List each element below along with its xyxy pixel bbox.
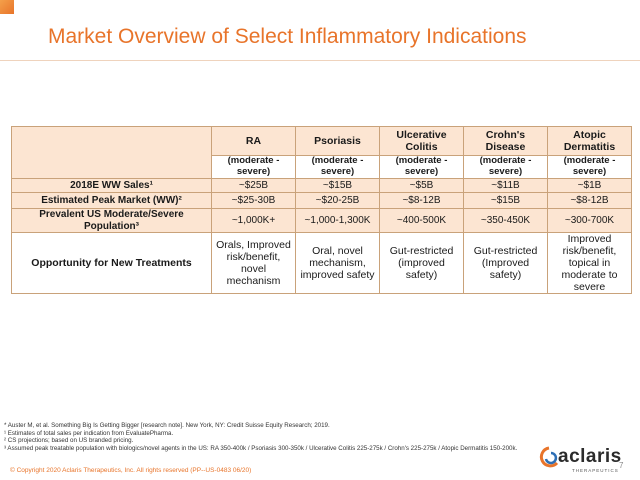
table-cell: ~$25B (211, 178, 296, 193)
table-row: Estimated Peak Market (WW)² ~$25-30B ~$2… (11, 192, 632, 209)
column-header: Ulcerative Colitis (379, 126, 464, 156)
footnote: * Auster M, et al. Something Big Is Gett… (4, 422, 330, 429)
table-cell: Gut-restricted (improved safety) (379, 231, 464, 295)
footnotes: * Auster M, et al. Something Big Is Gett… (4, 422, 524, 452)
table-cell: ~1,000K+ (211, 208, 296, 233)
table-cell: ~$20-25B (295, 192, 380, 209)
table-cell: Orals, Improved risk/benefit, novel mech… (211, 231, 296, 295)
footnote: ³ Assumed peak treatable population with… (4, 444, 518, 452)
table-header-row: RA Psoriasis Ulcerative Colitis Crohn's … (11, 126, 632, 179)
severity-cell: (moderate - severe) (547, 155, 632, 179)
severity-cell: (moderate - severe) (379, 155, 464, 179)
company-logo: aclaris THERAPEUTICS (538, 444, 626, 474)
page-number: 7 (619, 461, 624, 470)
page-title: Market Overview of Select Inflammatory I… (48, 25, 527, 48)
table-cell: ~$25-30B (211, 192, 296, 209)
table-cell: Improved risk/benefit, topical in modera… (547, 231, 632, 295)
row-label: 2018E WW Sales¹ (11, 178, 212, 193)
title-block: Market Overview of Select Inflammatory I… (0, 0, 640, 62)
table-cell: ~1,000-1,300K (295, 208, 380, 233)
table-cell: ~$15B (295, 178, 380, 193)
severity-row: (moderate - severe) (moderate - severe) … (12, 155, 632, 179)
severity-cell: (moderate - severe) (463, 155, 548, 179)
row-label: Prevalent US Moderate/Severe Population³ (11, 208, 212, 233)
corner-accent (0, 0, 14, 14)
table-cell: ~$5B (379, 178, 464, 193)
copyright-notice: © Copyright 2020 Aclaris Therapeutics, I… (10, 467, 252, 474)
table-row: Prevalent US Moderate/Severe Population³… (11, 208, 632, 233)
table-cell: ~400-500K (379, 208, 464, 233)
table-cell: ~300-700K (547, 208, 632, 233)
column-header: RA (211, 126, 296, 156)
table-row: 2018E WW Sales¹ ~$25B ~$15B ~$5B ~$11B ~… (11, 178, 632, 193)
title-divider (0, 60, 640, 61)
logo-mark-icon (539, 446, 559, 468)
table-cell: ~$15B (463, 192, 548, 209)
market-overview-table: RA Psoriasis Ulcerative Colitis Crohn's … (11, 126, 632, 295)
row-label: Opportunity for New Treatments (11, 231, 212, 295)
table-cell: ~350-450K (463, 208, 548, 233)
column-header: Crohn's Disease (463, 126, 548, 156)
table-cell: ~$8-12B (379, 192, 464, 209)
table-cell: ~$11B (463, 178, 548, 193)
logo-wordmark: aclaris (558, 446, 622, 467)
row-label: Estimated Peak Market (WW)² (11, 192, 212, 209)
table-cell: Gut-restricted (Improved safety) (463, 231, 548, 295)
table-cell: ~$8-12B (547, 192, 632, 209)
footnote: ² CS projections; based on US branded pr… (4, 437, 134, 445)
severity-cell: (moderate - severe) (295, 155, 380, 179)
table-row: Opportunity for New Treatments Orals, Im… (11, 231, 632, 295)
column-header: Atopic Dermatitis (547, 126, 632, 156)
footnote: ¹ Estimates of total sales per indicatio… (4, 429, 174, 437)
table-cell: ~$1B (547, 178, 632, 193)
column-header: Psoriasis (295, 126, 380, 156)
severity-cell: (moderate - severe) (211, 155, 296, 179)
table-cell: Oral, novel mechanism, improved safety (295, 231, 380, 295)
logo-subtitle: THERAPEUTICS (572, 468, 619, 473)
table-corner-cell (11, 126, 212, 179)
